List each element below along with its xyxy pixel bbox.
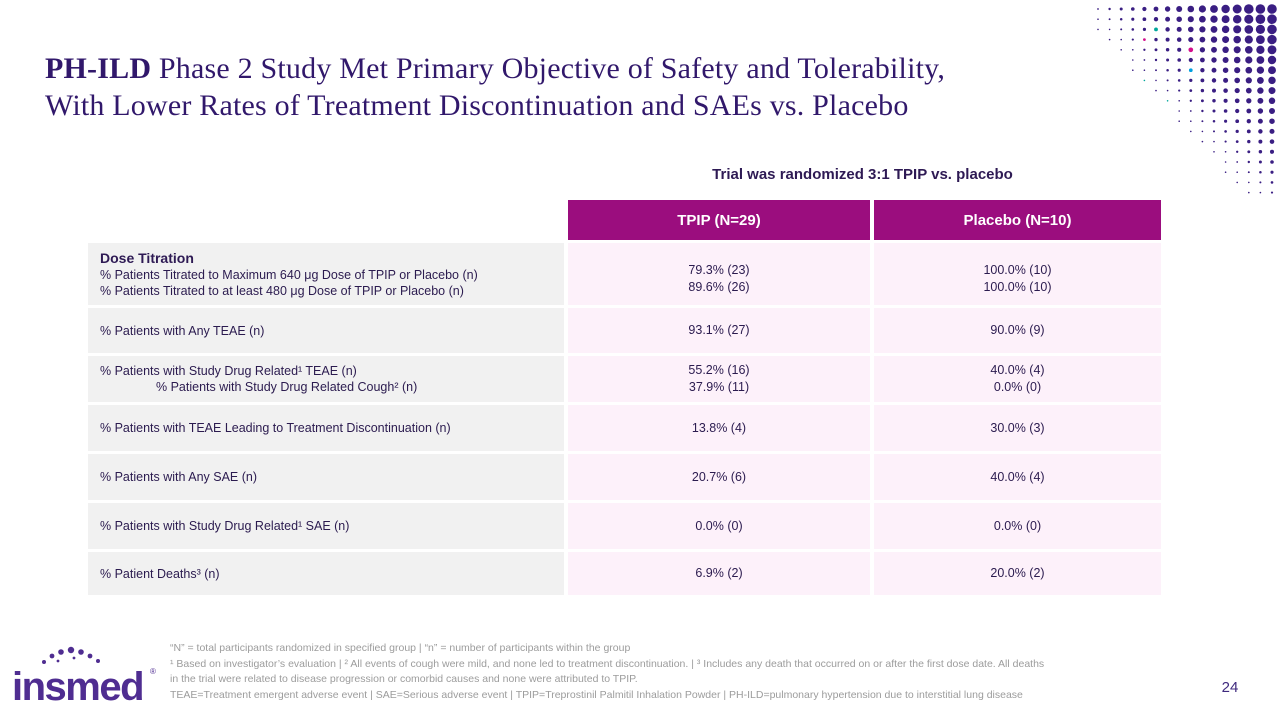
table-value: 0.0% (0) xyxy=(993,380,1042,394)
table-value: 79.3% (23) xyxy=(688,263,750,277)
table-cell-placebo: 100.0% (10) 100.0% (10) xyxy=(874,243,1161,305)
table-value: 100.0% (10) xyxy=(983,263,1052,277)
title-bold-segment: PH-ILD xyxy=(45,52,152,85)
logo-wordmark: insmed xyxy=(12,665,145,709)
table-value: 30.0% (3) xyxy=(990,420,1045,435)
table-value: 20.7% (6) xyxy=(691,469,747,484)
randomization-note: Trial was randomized 3:1 TPIP vs. placeb… xyxy=(712,166,1013,183)
table-value: 20.0% (2) xyxy=(990,566,1045,580)
table-cell-placebo: 90.0% (9) xyxy=(874,308,1161,353)
table-cell-tpip: 55.2% (16) 37.9% (11) xyxy=(568,356,870,402)
table-row-label-line: % Patient Deaths³ (n) xyxy=(100,566,220,581)
table-value: 6.9% (2) xyxy=(695,566,743,580)
table-cell-placebo: 40.0% (4) xyxy=(874,454,1161,500)
table-cell-tpip: 13.8% (4) xyxy=(568,405,870,451)
title-line2: With Lower Rates of Treatment Discontinu… xyxy=(45,89,909,122)
table-row-label-line: % Patients with Study Drug Related¹ TEAE… xyxy=(100,364,357,378)
results-table: TPIP (N=29) Placebo (N=10) Dose Titratio… xyxy=(88,200,1161,595)
table-value: 0.0% (0) xyxy=(993,518,1042,533)
insmed-logo: insmed ® xyxy=(10,645,170,713)
table-row-label: % Patients with TEAE Leading to Treatmen… xyxy=(88,405,564,451)
table-value: 93.1% (27) xyxy=(688,323,750,337)
table-value: 90.0% (9) xyxy=(990,323,1045,337)
title-line1-rest: Phase 2 Study Met Primary Objective of S… xyxy=(151,52,946,85)
table-value: 37.9% (11) xyxy=(688,380,750,394)
footnotes: “N” = total participants randomized in s… xyxy=(170,641,1052,703)
table-row-label-line: % Patients Titrated to Maximum 640 μg Do… xyxy=(100,268,478,282)
table-cell-placebo: 0.0% (0) xyxy=(874,503,1161,549)
table-row-label: % Patient Deaths³ (n) xyxy=(88,552,564,595)
table-cell-tpip: 20.7% (6) xyxy=(568,454,870,500)
page-number: 24 xyxy=(1221,679,1239,696)
table-cell-tpip: 0.0% (0) xyxy=(568,503,870,549)
logo-dots-icon xyxy=(42,646,100,664)
table-row-label: % Patients with Any SAE (n) xyxy=(88,454,564,500)
table-row-label: % Patients with Study Drug Related¹ TEAE… xyxy=(88,356,564,402)
table-row-label-line: % Patients with TEAE Leading to Treatmen… xyxy=(100,421,451,435)
table-value: 40.0% (4) xyxy=(990,363,1045,377)
table-header-spacer xyxy=(88,200,564,240)
table-value: 0.0% (0) xyxy=(695,518,743,533)
table-value: 40.0% (4) xyxy=(990,469,1045,484)
table-cell-tpip: 79.3% (23) 89.6% (26) xyxy=(568,243,870,305)
table-row-label-line: % Patients with Study Drug Related¹ SAE … xyxy=(100,519,350,533)
table-row-label-line: % Patients Titrated to at least 480 μg D… xyxy=(100,284,464,298)
table-cell-placebo: 20.0% (2) xyxy=(874,552,1161,595)
table-row-label-line: % Patients with Any SAE (n) xyxy=(100,470,258,484)
table-value: 55.2% (16) xyxy=(688,363,750,377)
table-value: 89.6% (26) xyxy=(688,280,750,294)
table-row-label-line: % Patients with Study Drug Related Cough… xyxy=(156,380,418,394)
footnote-line: ¹ Based on investigator’s evaluation | ²… xyxy=(170,657,1045,686)
table-row-group-title: Dose Titration xyxy=(100,250,194,266)
table-cell-tpip: 6.9% (2) xyxy=(568,552,870,595)
table-cell-tpip: 93.1% (27) xyxy=(568,308,870,353)
dot-pattern-decoration xyxy=(1097,4,1277,194)
table-row-label: % Patients with Any TEAE (n) xyxy=(88,308,564,353)
table-header-tpip: TPIP (N=29) xyxy=(568,200,870,240)
table-row-label: Dose Titration % Patients Titrated to Max… xyxy=(88,243,564,305)
table-value: 100.0% (10) xyxy=(983,280,1052,294)
table-value: 13.8% (4) xyxy=(691,420,747,435)
footnote-line: “N” = total participants randomized in s… xyxy=(170,642,631,654)
table-cell-placebo: 30.0% (3) xyxy=(874,405,1161,451)
page-title: PH-ILD Phase 2 Study Met Primary Objecti… xyxy=(45,50,1095,124)
footnote-line: TEAE=Treatment emergent adverse event | … xyxy=(170,688,1023,701)
table-row-label-line: % Patients with Any TEAE (n) xyxy=(100,323,265,338)
table-cell-placebo: 40.0% (4) 0.0% (0) xyxy=(874,356,1161,402)
table-row-label: % Patients with Study Drug Related¹ SAE … xyxy=(88,503,564,549)
logo-registered-mark: ® xyxy=(150,667,156,676)
table-header-placebo: Placebo (N=10) xyxy=(874,200,1161,240)
